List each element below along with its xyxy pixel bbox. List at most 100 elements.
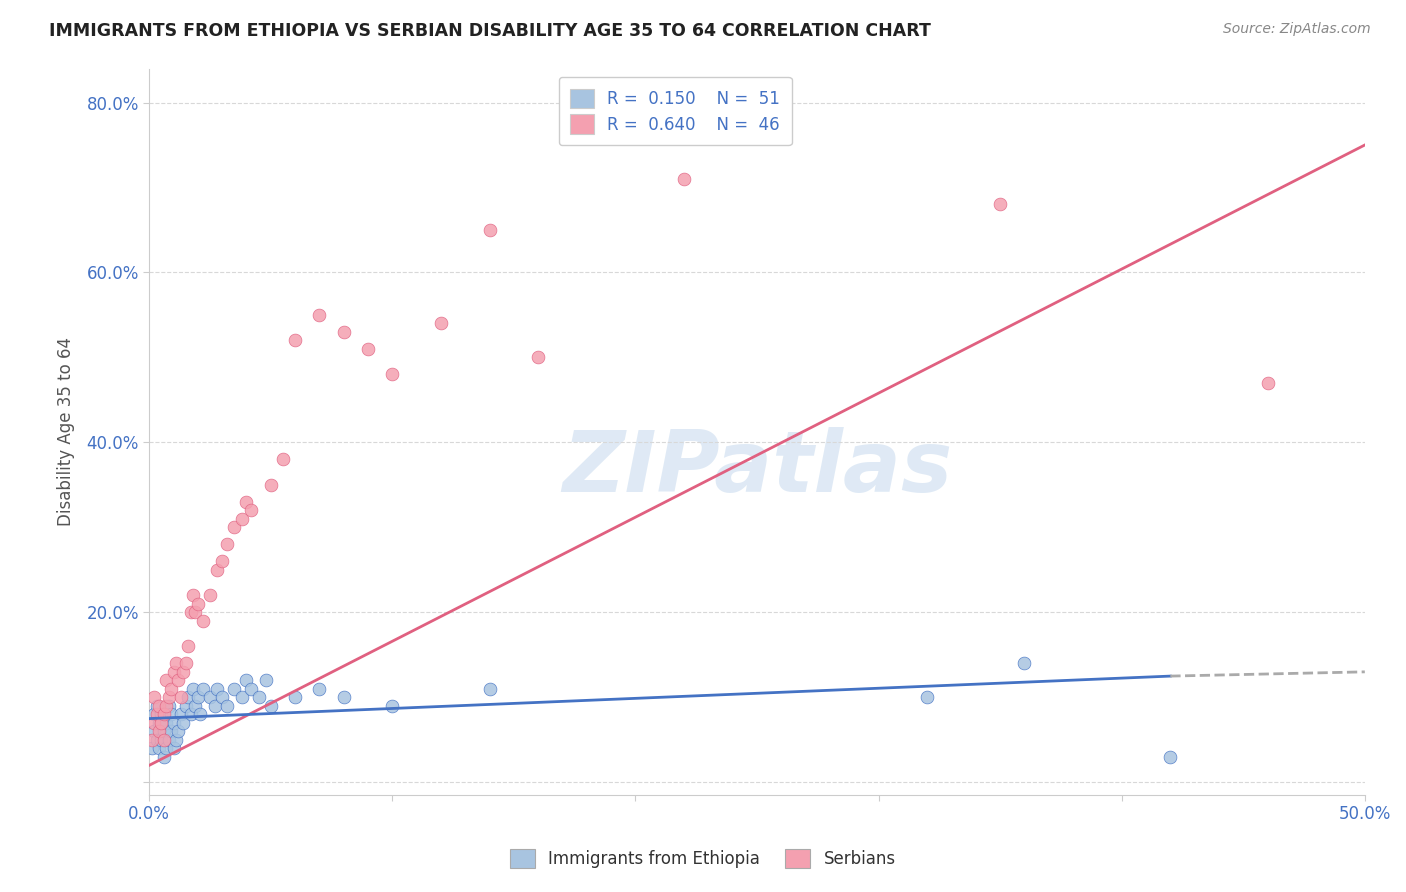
Point xyxy=(254,673,277,688)
Point xyxy=(162,665,184,679)
Point xyxy=(215,537,238,551)
Point xyxy=(150,707,173,722)
Y-axis label: Disability Age 35 to 64: Disability Age 35 to 64 xyxy=(58,337,75,526)
Point xyxy=(165,657,187,671)
Point xyxy=(191,614,214,628)
Point xyxy=(381,698,404,713)
Point xyxy=(357,342,380,356)
Point xyxy=(157,698,180,713)
Point xyxy=(143,690,166,705)
Point xyxy=(160,724,183,739)
Point xyxy=(148,724,170,739)
Point xyxy=(184,606,207,620)
Point xyxy=(152,724,174,739)
Point xyxy=(170,690,193,705)
Point xyxy=(673,172,696,186)
Point xyxy=(148,698,170,713)
Text: IMMIGRANTS FROM ETHIOPIA VS SERBIAN DISABILITY AGE 35 TO 64 CORRELATION CHART: IMMIGRANTS FROM ETHIOPIA VS SERBIAN DISA… xyxy=(49,22,931,40)
Point xyxy=(150,732,173,747)
Point xyxy=(284,334,307,348)
Point xyxy=(478,223,501,237)
Point xyxy=(180,707,202,722)
Point xyxy=(224,681,246,696)
Point xyxy=(155,715,177,730)
Point xyxy=(1159,749,1181,764)
Point xyxy=(271,452,294,467)
Point xyxy=(235,495,257,509)
Point xyxy=(172,715,194,730)
Point xyxy=(167,724,190,739)
Point xyxy=(215,698,238,713)
Point xyxy=(152,749,174,764)
Point xyxy=(145,698,167,713)
Point xyxy=(174,657,197,671)
Point xyxy=(527,351,550,365)
Point xyxy=(181,588,204,602)
Point xyxy=(915,690,938,705)
Point xyxy=(187,597,209,611)
Point xyxy=(188,707,211,722)
Point xyxy=(988,197,1011,211)
Point xyxy=(180,606,202,620)
Point xyxy=(155,673,177,688)
Point xyxy=(211,690,233,705)
Point xyxy=(177,640,200,654)
Point xyxy=(204,698,226,713)
Point xyxy=(143,724,166,739)
Point xyxy=(141,741,163,756)
Point xyxy=(165,732,187,747)
Point xyxy=(478,681,501,696)
Point xyxy=(191,681,214,696)
Point xyxy=(170,707,193,722)
Point xyxy=(224,520,246,534)
Point xyxy=(198,690,221,705)
Point xyxy=(157,690,180,705)
Point xyxy=(207,563,229,577)
Point xyxy=(231,512,253,526)
Point xyxy=(160,681,183,696)
Point xyxy=(1014,657,1036,671)
Point xyxy=(143,715,166,730)
Point xyxy=(162,715,184,730)
Point xyxy=(141,732,163,747)
Point xyxy=(155,741,177,756)
Point xyxy=(152,732,174,747)
Point xyxy=(172,665,194,679)
Point xyxy=(152,707,174,722)
Point xyxy=(1257,376,1279,390)
Point xyxy=(198,588,221,602)
Point xyxy=(160,707,183,722)
Point xyxy=(260,478,283,492)
Point xyxy=(308,681,330,696)
Point xyxy=(430,317,453,331)
Point xyxy=(187,690,209,705)
Point xyxy=(143,707,166,722)
Point xyxy=(184,698,207,713)
Point xyxy=(308,308,330,322)
Point xyxy=(231,690,253,705)
Point xyxy=(381,368,404,382)
Point xyxy=(247,690,270,705)
Point xyxy=(332,690,354,705)
Point xyxy=(181,681,204,696)
Point xyxy=(284,690,307,705)
Legend: Immigrants from Ethiopia, Serbians: Immigrants from Ethiopia, Serbians xyxy=(503,843,903,875)
Point xyxy=(150,715,173,730)
Text: Source: ZipAtlas.com: Source: ZipAtlas.com xyxy=(1223,22,1371,37)
Point xyxy=(240,503,263,517)
Text: ZIPatlas: ZIPatlas xyxy=(562,426,952,509)
Point xyxy=(148,741,170,756)
Point xyxy=(162,741,184,756)
Point xyxy=(207,681,229,696)
Point xyxy=(145,732,167,747)
Point xyxy=(211,554,233,568)
Point xyxy=(177,690,200,705)
Point xyxy=(157,732,180,747)
Point xyxy=(155,698,177,713)
Point xyxy=(145,707,167,722)
Point xyxy=(235,673,257,688)
Point xyxy=(332,325,354,339)
Point xyxy=(240,681,263,696)
Point xyxy=(174,698,197,713)
Point xyxy=(167,673,190,688)
